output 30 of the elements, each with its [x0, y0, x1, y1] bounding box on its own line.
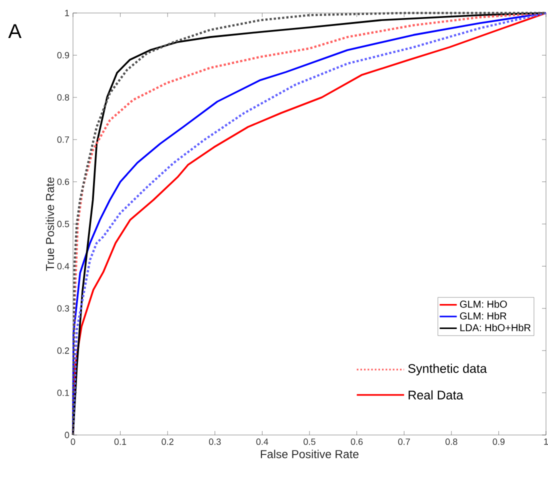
chart-title: A — [8, 24, 22, 38]
x-tick-label: 0.5 — [304, 438, 316, 445]
legend-label: GLM: HbO — [460, 300, 507, 308]
x-tick-label: 1 — [544, 438, 548, 445]
x-tick-label: 0.4 — [256, 438, 268, 445]
x-axis-title: False Positive Rate — [260, 450, 359, 458]
x-tick-label: 0.2 — [162, 438, 174, 445]
x-tick-label: 0 — [70, 438, 76, 445]
legend-label: LDA: HbO+HbR — [460, 324, 531, 332]
annotation: Synthetic data — [408, 364, 487, 376]
x-tick-label: 0.9 — [492, 438, 505, 445]
y-tick-label: 0.8 — [57, 94, 70, 101]
y-tick-label: 1 — [65, 10, 70, 16]
y-tick-label: 0 — [64, 432, 70, 438]
x-tick-label: 0.8 — [445, 438, 458, 445]
y-tick-label: 0.4 — [57, 263, 70, 270]
legend-label: GLM: HbR — [460, 312, 506, 320]
y-tick-label: 0.2 — [57, 347, 70, 354]
x-tick-label: 0.3 — [208, 438, 221, 445]
y-tick-label: 0.9 — [57, 52, 70, 58]
x-tick-label: 0.6 — [350, 438, 363, 445]
y-axis-title: True Positive Rate — [46, 177, 54, 271]
y-tick-label: 0.5 — [57, 220, 70, 228]
x-tick-label: 0.1 — [114, 438, 126, 445]
x-tick-label: 0.7 — [398, 438, 410, 445]
y-tick-label: 0.1 — [57, 390, 70, 396]
y-tick-label: 0.7 — [57, 136, 70, 143]
y-tick-label: 0.6 — [57, 178, 70, 185]
y-tick-label: 0.3 — [57, 305, 70, 312]
annotation: Real Data — [408, 390, 464, 400]
